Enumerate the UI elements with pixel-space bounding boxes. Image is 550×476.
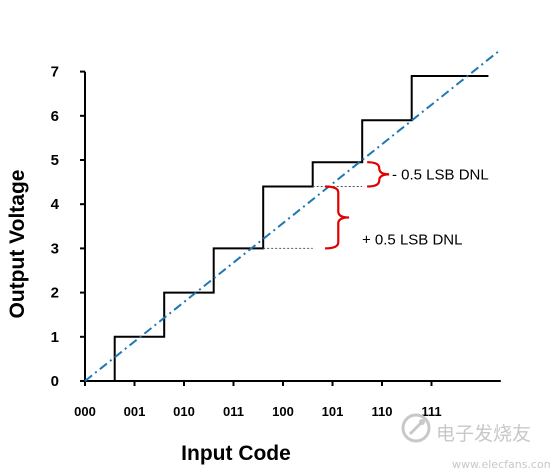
x-tick-label: 111	[421, 404, 441, 419]
staircase-series	[85, 75, 489, 382]
y-tick-label: 1	[51, 329, 59, 346]
watermark-url: www.elecfans.com	[452, 458, 550, 471]
plot-marks	[84, 48, 502, 382]
axes	[80, 70, 501, 386]
annotations: - 0.5 LSB DNL + 0.5 LSB DNL	[325, 161, 489, 250]
tick-labels: 0 1 2 3 4 5 6 7 000 001 010 011 100 101 110 111	[51, 64, 442, 419]
y-tick-label: 3	[51, 240, 59, 257]
watermark: 电子发烧友 www.elecfans.com	[401, 413, 550, 471]
y-tick-label: 2	[51, 285, 59, 302]
dnl-minus-bracket	[367, 161, 390, 188]
y-tick-label: 7	[51, 64, 59, 81]
y-tick-label: 0	[51, 373, 59, 390]
ideal-line-series	[84, 48, 502, 382]
x-tick-label: 000	[74, 404, 96, 419]
x-tick-label: 011	[223, 404, 244, 419]
dnl-plus-bracket	[325, 185, 350, 250]
y-tick-label: 6	[51, 108, 59, 125]
y-axis-title: Output Voltage	[6, 170, 29, 319]
x-tick-label: 110	[372, 404, 393, 419]
x-tick-label: 101	[322, 404, 344, 419]
y-tick-label: 4	[51, 196, 60, 213]
dnl-minus-label: - 0.5 LSB DNL	[392, 166, 489, 183]
x-tick-label: 001	[124, 404, 146, 419]
watermark-text: 电子发烧友	[436, 423, 531, 445]
dnl-plus-label: + 0.5 LSB DNL	[362, 232, 462, 249]
x-axis-title: Input Code	[181, 442, 291, 465]
y-tick-label: 5	[51, 152, 59, 169]
watermark-logo-icon	[401, 413, 431, 443]
x-tick-label: 010	[173, 404, 195, 419]
x-tick-label: 100	[272, 404, 294, 419]
